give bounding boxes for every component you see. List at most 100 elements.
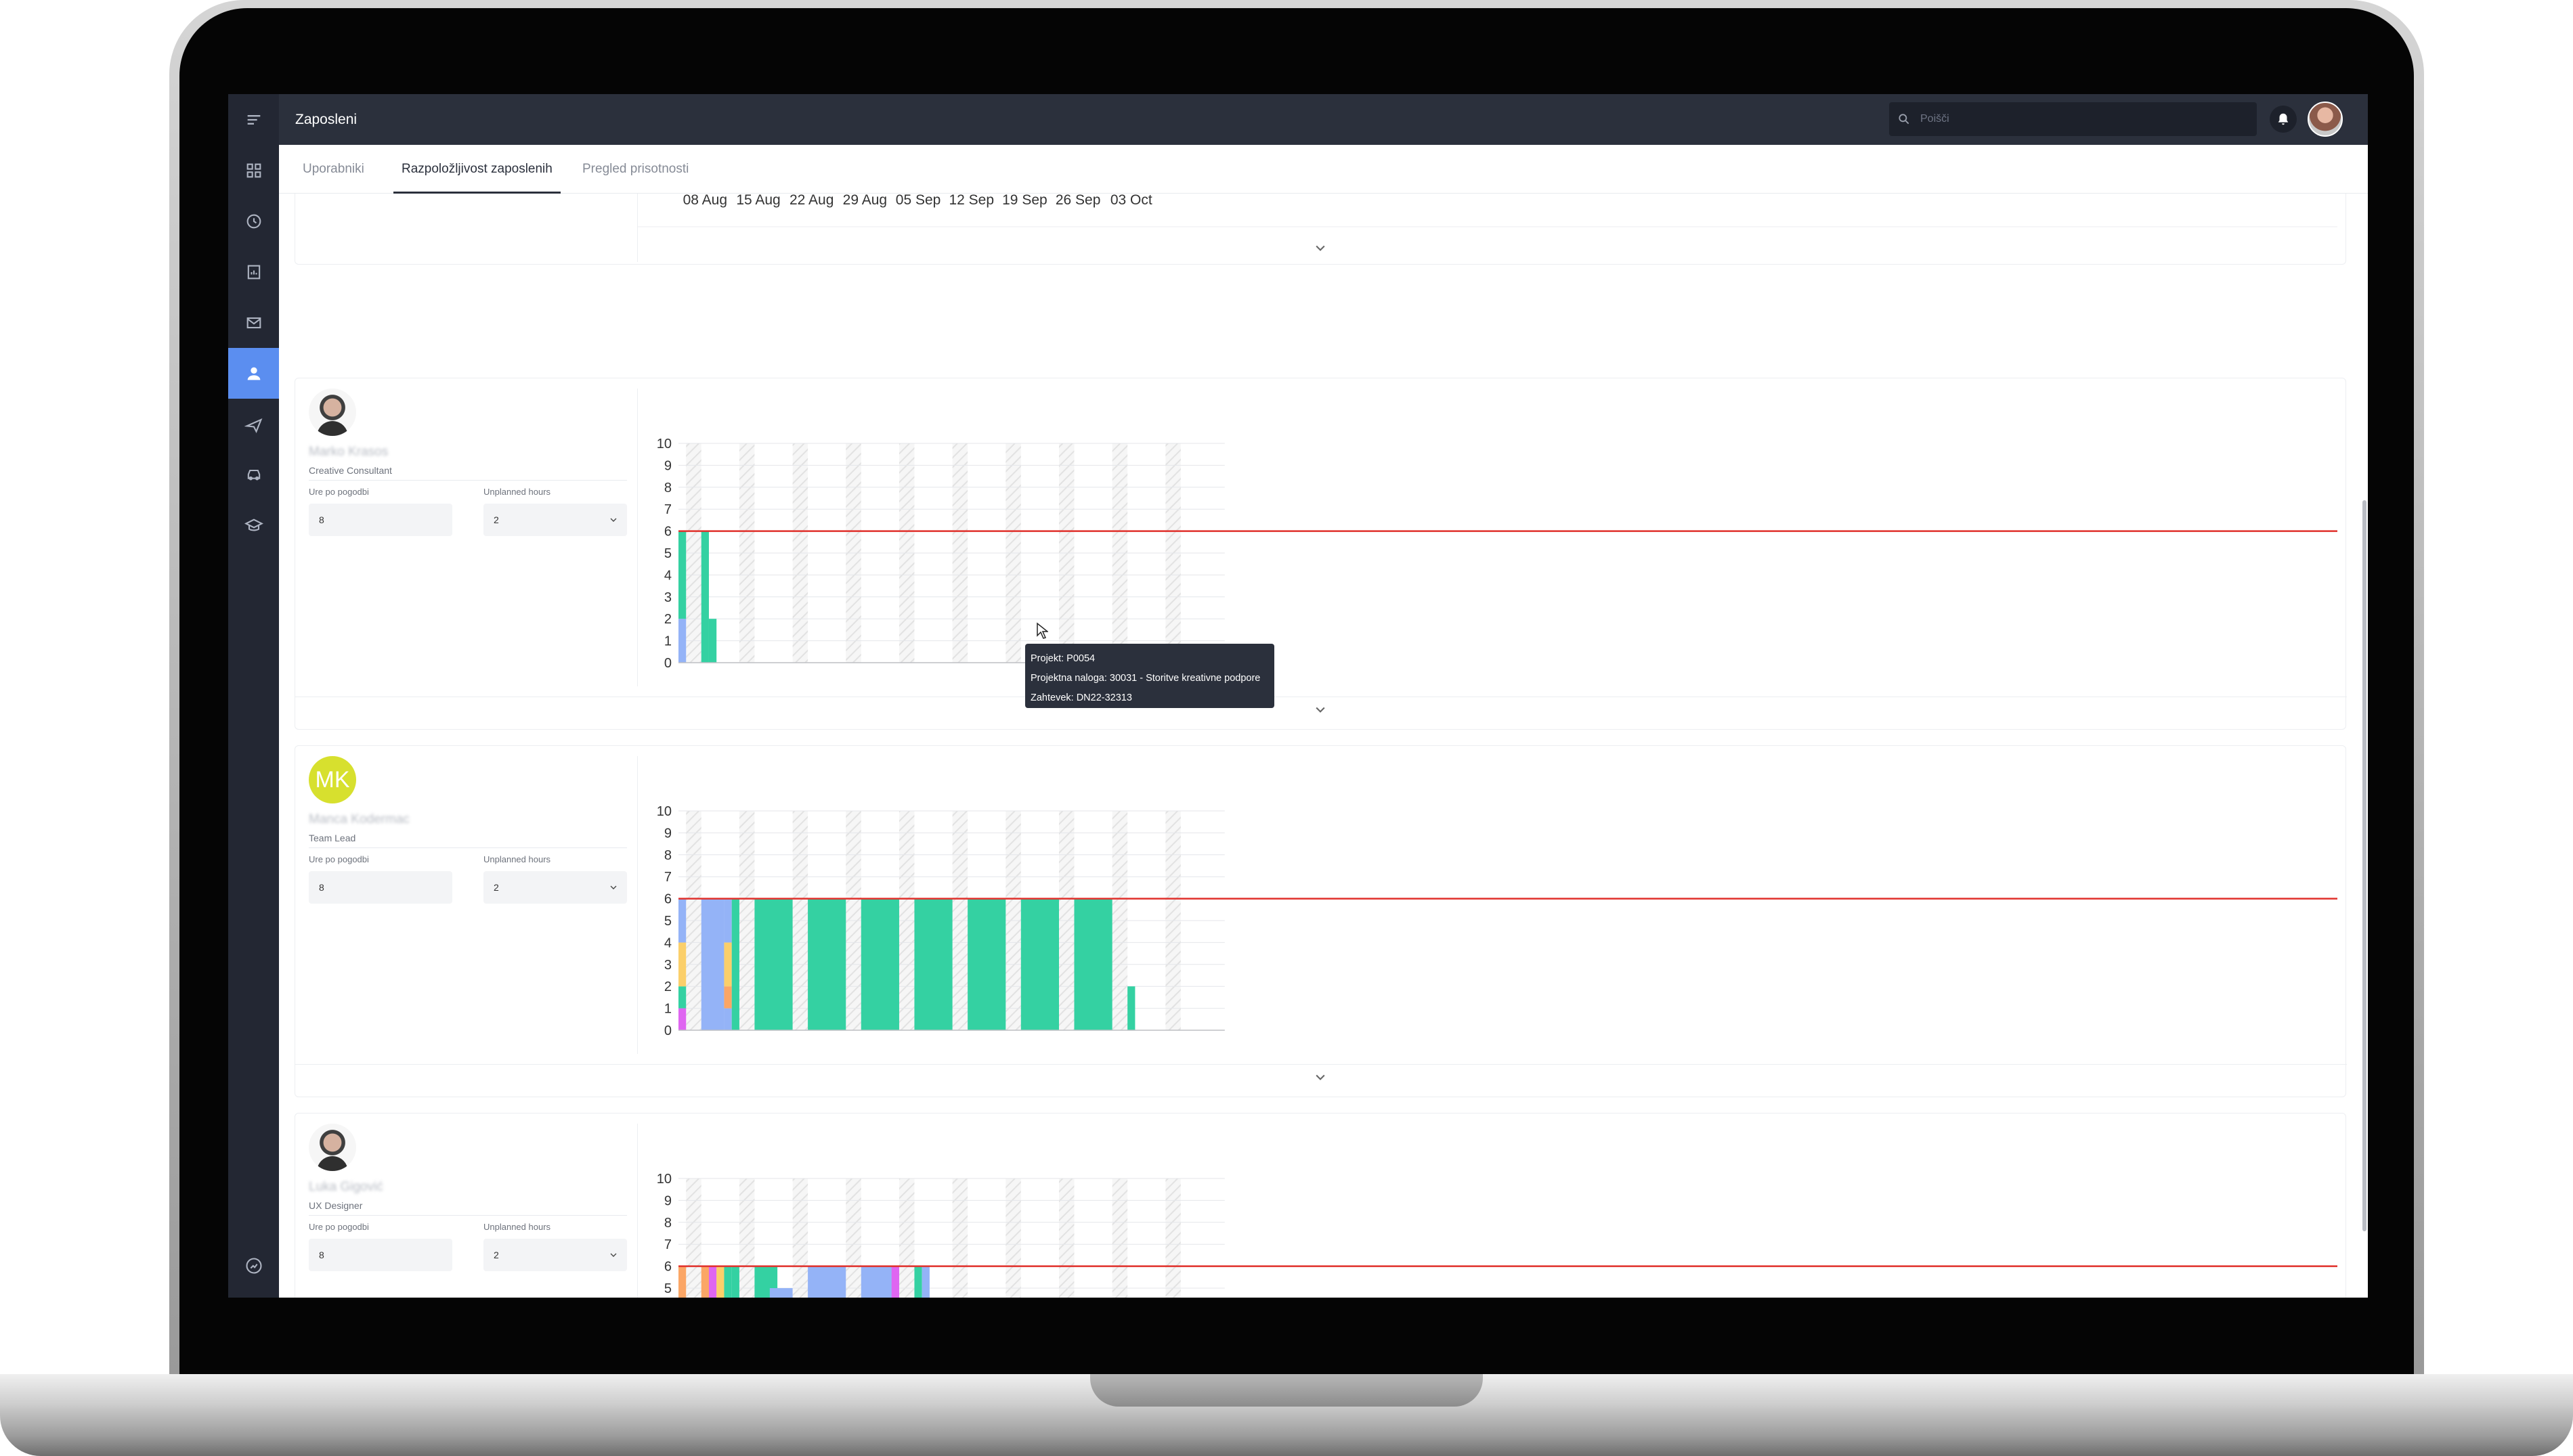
bar-segment xyxy=(678,619,687,663)
menu-toggle[interactable] xyxy=(228,94,279,145)
employee-card: Marko Krasos Creative Consultant Ure po … xyxy=(295,378,2347,730)
chevron-down-icon xyxy=(610,518,617,522)
sidebar-item-employees[interactable] xyxy=(228,348,279,399)
sidebar-help[interactable] xyxy=(228,1240,279,1291)
tab-attendance[interactable]: Pregled prisotnosti xyxy=(582,162,689,176)
bar-segment xyxy=(731,898,739,1030)
employee-panel: Luka Gigović UX Designer Ure po pogodbi … xyxy=(295,1113,634,1298)
notifications-button[interactable] xyxy=(2270,106,2297,133)
y-tick-label: 3 xyxy=(664,958,672,973)
contract-hours-input[interactable]: 8 xyxy=(309,1239,452,1271)
employee-panel: MK Manca Kodermac Team Lead Ure po pogod… xyxy=(295,746,634,1097)
weekend-band xyxy=(1112,1178,1128,1298)
x-tick-label: 08 Aug xyxy=(683,1052,727,1054)
scrollbar[interactable] xyxy=(2362,500,2366,1231)
y-tick-label: 9 xyxy=(664,458,672,473)
employee-role: Creative Consultant xyxy=(309,465,392,476)
x-tick-label: 05 Sep xyxy=(896,1052,941,1054)
employee-name: Manca Kodermac xyxy=(309,812,410,826)
employee-card: MK Manca Kodermac Team Lead Ure po pogod… xyxy=(295,745,2347,1097)
x-tick-label: 29 Aug xyxy=(843,194,887,208)
y-tick-label: 10 xyxy=(657,1172,672,1187)
divider xyxy=(309,480,627,481)
weekend-band xyxy=(1165,1178,1181,1298)
sidebar-item-education[interactable] xyxy=(228,500,279,551)
app-screen: Zaposleni Uporabniki Razpoložljivost zap… xyxy=(228,94,2368,1298)
x-tick-label: 22 Aug xyxy=(790,1052,834,1054)
sidebar-item-time[interactable] xyxy=(228,196,279,246)
tooltip-task: Projektna naloga: 30031 - Storitve kreat… xyxy=(1031,673,1261,684)
y-tick-label: 8 xyxy=(664,1216,672,1231)
availability-chart: 0 1 2 3 4 5 6 7 8 9 10 08 Aug 15 Aug 22 Aug 29 Aug 05 S… xyxy=(637,756,2337,1054)
weekend-band xyxy=(686,1178,701,1298)
search-box[interactable] xyxy=(1889,102,2257,136)
sidebar-item-mail[interactable] xyxy=(228,297,279,348)
bar-segment xyxy=(701,531,709,663)
chevron-down-icon xyxy=(610,1253,617,1257)
user-icon xyxy=(247,367,260,380)
weekend-band xyxy=(846,1178,861,1298)
y-tick-label: 6 xyxy=(664,892,672,907)
mouse-cursor-icon xyxy=(1037,622,1048,639)
availability-chart-svg: 0 1 2 3 4 5 6 7 8 9 10 08 Aug 15 Aug 22 Aug 29 Aug 05 S… xyxy=(657,804,2337,1054)
tab-availability[interactable]: Razpoložljivost zaposlenih xyxy=(393,145,561,194)
unplanned-hours-select[interactable]: 2 xyxy=(483,504,627,536)
bar-segment xyxy=(808,898,846,1030)
y-tick-label: 4 xyxy=(664,568,672,583)
bar-segment xyxy=(724,898,732,943)
unplanned-hours-select[interactable]: 2 xyxy=(483,1239,627,1271)
laptop-notch xyxy=(1090,1374,1483,1407)
y-tick-label: 10 xyxy=(657,437,672,451)
sidebar-item-reports[interactable] xyxy=(228,246,279,297)
y-tick-label: 2 xyxy=(664,979,672,994)
y-tick-label: 8 xyxy=(664,848,672,863)
row-separator xyxy=(295,1064,2347,1065)
report-icon xyxy=(247,265,260,279)
bar-segment xyxy=(968,898,1006,1030)
y-tick-label: 6 xyxy=(664,525,672,539)
sidebar-item-dashboard[interactable] xyxy=(228,145,279,196)
sidebar xyxy=(228,94,279,1298)
bar-segment xyxy=(1020,898,1059,1030)
x-tick-label: 26 Sep xyxy=(1056,194,1101,208)
x-tick-label: 03 Oct xyxy=(1110,1052,1152,1054)
page-title: Zaposleni xyxy=(295,112,358,127)
weekend-band xyxy=(739,1178,755,1298)
unplanned-hours-select[interactable]: 2 xyxy=(483,871,627,904)
bar-segment xyxy=(1074,898,1112,1030)
bar-segment xyxy=(808,1266,846,1298)
user-avatar[interactable] xyxy=(2308,102,2343,137)
unplanned-hours-label: Unplanned hours xyxy=(483,487,551,497)
bar-segment xyxy=(754,898,793,1030)
tab-bar: Uporabniki Razpoložljivost zaposlenih Pr… xyxy=(279,145,2368,194)
employee-card-previous: 08 Aug 15 Aug 22 Aug 29 Aug 05 Sep 12 Sep 19 S… xyxy=(295,194,2346,265)
sidebar-item-vehicles[interactable] xyxy=(228,449,279,500)
bar-segment xyxy=(914,1266,922,1298)
bar-segment xyxy=(769,1288,793,1298)
weekend-band xyxy=(1006,1178,1021,1298)
y-tick-label: 1 xyxy=(664,634,672,649)
help-icon xyxy=(245,1257,262,1274)
tab-users[interactable]: Uporabniki xyxy=(303,162,364,176)
y-tick-label: 8 xyxy=(664,481,672,495)
x-tick-label: 29 Aug xyxy=(843,1052,887,1054)
contract-hours-input[interactable]: 8 xyxy=(309,871,452,904)
y-tick-label: 0 xyxy=(664,1023,672,1038)
search-input[interactable] xyxy=(1920,102,2245,136)
y-tick-label: 2 xyxy=(664,612,672,627)
expand-chevron-icon[interactable] xyxy=(1311,242,1330,255)
bar-segment xyxy=(1127,986,1136,1030)
bar-segment xyxy=(716,1266,725,1298)
expand-chevron-icon[interactable] xyxy=(1311,1071,1330,1084)
contract-hours-input[interactable]: 8 xyxy=(309,504,452,536)
employee-card: Luka Gigović UX Designer Ure po pogodbi … xyxy=(295,1113,2346,1298)
expand-chevron-icon[interactable] xyxy=(1311,703,1330,717)
bar-segment xyxy=(678,1008,687,1030)
weekend-band xyxy=(952,1178,968,1298)
employee-name: Marko Krasos xyxy=(309,445,389,459)
bar-segment xyxy=(724,986,732,1009)
sidebar-item-travel[interactable] xyxy=(228,399,279,449)
chart-previous: 08 Aug 15 Aug 22 Aug 29 Aug 05 Sep 12 Sep 19 S… xyxy=(637,194,2337,262)
unplanned-hours-value: 2 xyxy=(494,514,499,525)
graduation-icon xyxy=(244,518,263,531)
